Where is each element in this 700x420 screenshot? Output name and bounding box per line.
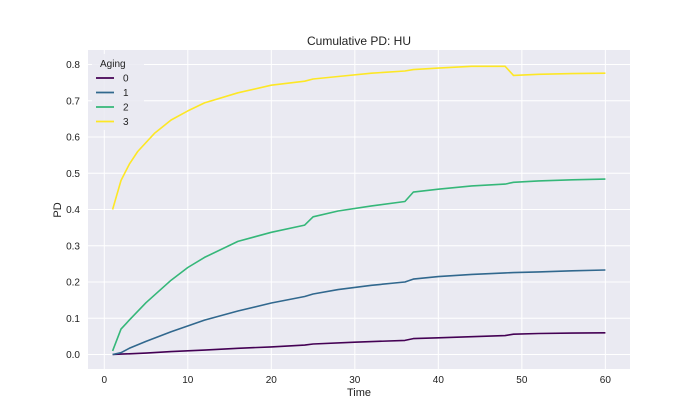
y-tick-label: 0.5 xyxy=(66,169,80,180)
x-tick-label: 20 xyxy=(266,375,278,386)
y-tick-label: 0.2 xyxy=(66,278,80,289)
x-tick-label: 60 xyxy=(600,375,612,386)
y-tick-label: 0.6 xyxy=(66,133,80,144)
grid-lines xyxy=(88,50,630,369)
legend-items: 0 1 2 3 xyxy=(96,74,129,128)
y-tick-label: 0.3 xyxy=(66,241,80,252)
legend-frame xyxy=(92,54,144,130)
x-tick-label: 50 xyxy=(516,375,528,386)
chart-title: Cumulative PD: HU xyxy=(307,34,411,48)
series-line-1 xyxy=(112,269,606,356)
legend-label-2: 2 xyxy=(123,103,129,114)
legend-title: Aging xyxy=(100,59,126,70)
legend: Aging 0 1 2 3 xyxy=(92,54,144,130)
series-lines xyxy=(111,65,606,356)
x-tick-label: 10 xyxy=(182,375,194,386)
x-tick-label: 40 xyxy=(433,375,445,386)
series-line-0 xyxy=(112,332,606,356)
x-axis-ticks: 0 10 20 30 40 50 60 xyxy=(102,375,612,386)
y-tick-label: 0.0 xyxy=(66,350,80,361)
y-axis-ticks: 0.0 0.1 0.2 0.3 0.4 0.5 0.6 0.7 0.8 xyxy=(66,60,80,361)
y-tick-label: 0.8 xyxy=(66,60,80,71)
legend-label-3: 3 xyxy=(123,117,129,128)
y-tick-label: 0.1 xyxy=(66,314,80,325)
y-tick-label: 0.7 xyxy=(66,96,80,107)
x-axis-label: Time xyxy=(347,387,371,399)
legend-label-1: 1 xyxy=(123,88,129,99)
series-line-2 xyxy=(111,178,606,352)
y-tick-label: 0.4 xyxy=(66,205,80,216)
series-line-3 xyxy=(111,65,606,210)
legend-label-0: 0 xyxy=(123,74,129,85)
y-axis-label: PD xyxy=(52,202,64,217)
x-tick-label: 30 xyxy=(349,375,361,386)
x-tick-label: 0 xyxy=(102,375,108,386)
